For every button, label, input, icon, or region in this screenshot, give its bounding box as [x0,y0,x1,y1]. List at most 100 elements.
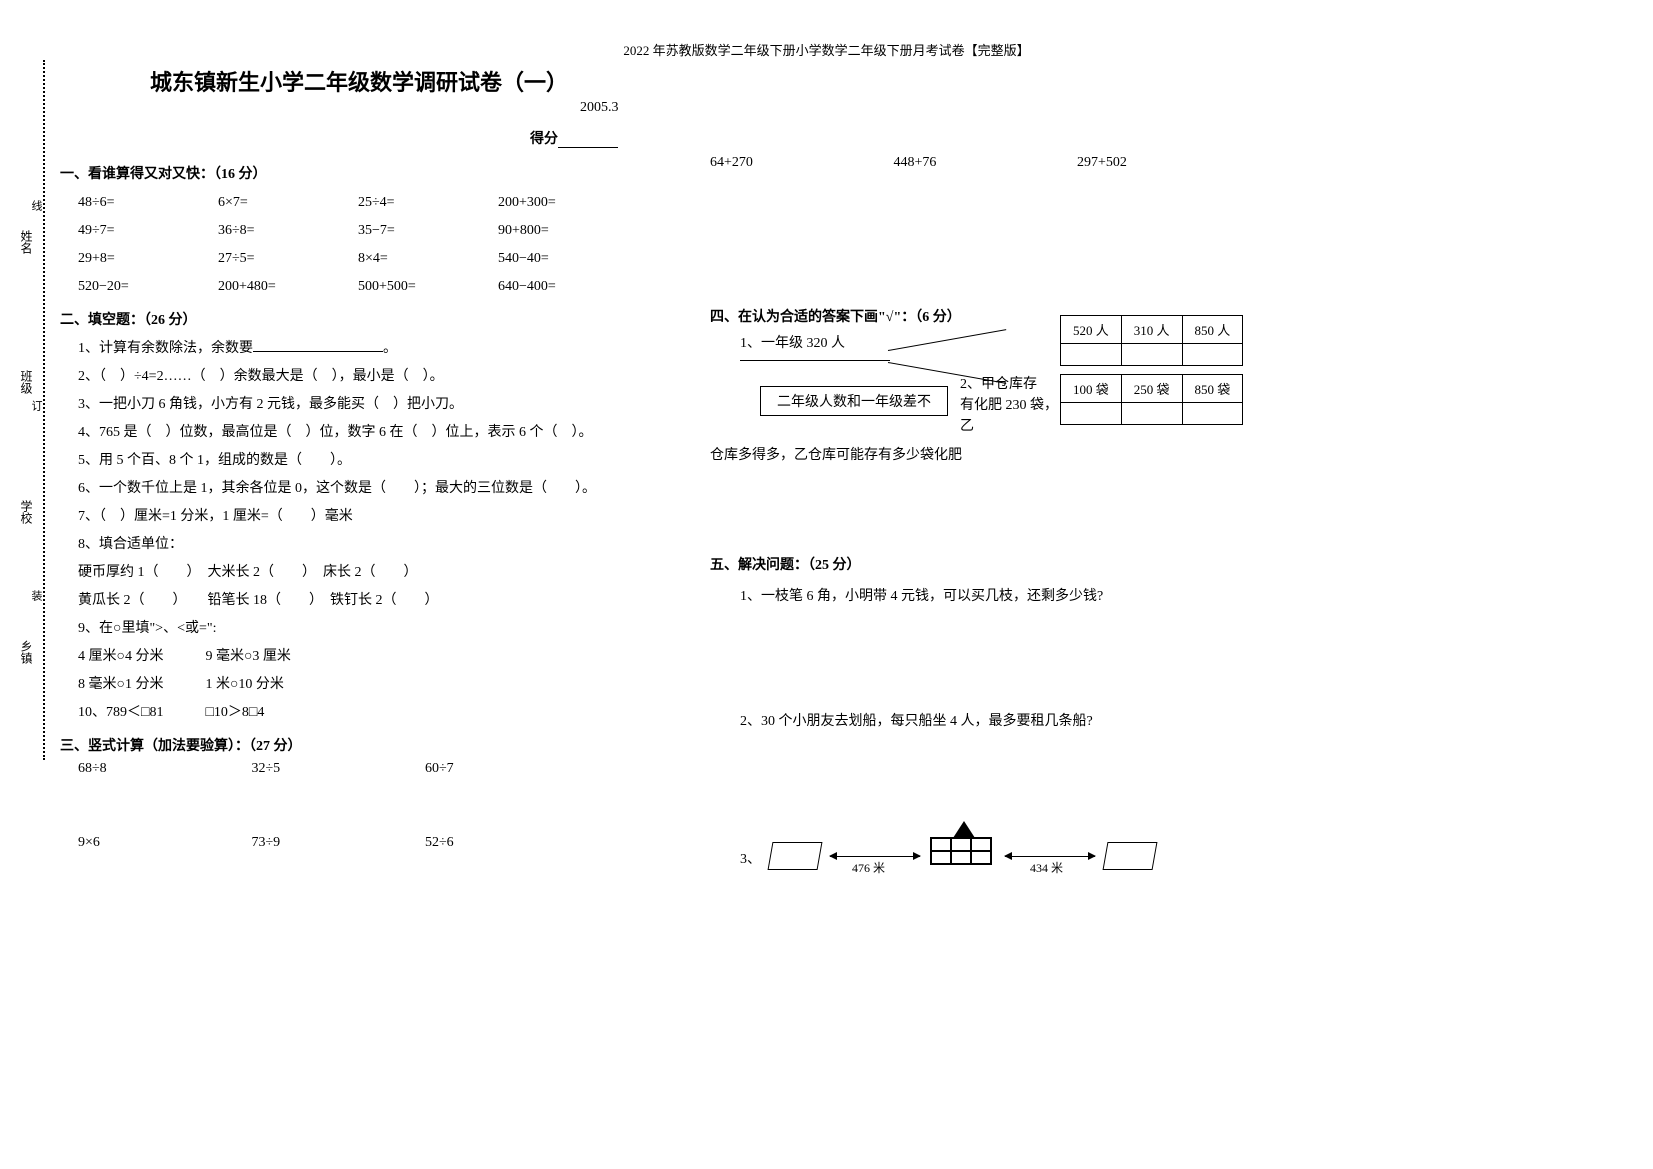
calc-grid: 48÷6=6×7=25÷4=200+300= 49÷7=36÷8=35−7=90… [78,189,680,301]
vertical-calc-row1: 68÷8 32÷5 60÷7 [78,761,680,777]
right-column: 64+270 448+76 297+502 四、在认为合适的答案下画"√"：（6… [710,155,1630,894]
score-text: 得分 [530,132,558,147]
opt-cell: 310 人 [1121,316,1182,344]
house-icon [1103,842,1158,870]
fill-item: 2、（ ）÷4=2……（ ）余数最大是（ ），最小是（ ）。 [78,363,680,391]
binding-school-label: 学校 [18,500,35,524]
fill-item: 1、计算有余数除法，余数要 。 [78,335,680,363]
roof-icon [953,821,975,838]
calc-cell: 500+500= [358,273,498,301]
fill-item: 5、用 5 个百、8 个 1，组成的数是（ ）。 [78,447,680,475]
option-table-1: 520 人 310 人 850 人 [1060,315,1243,366]
vertical-calc-row2: 9×6 73÷9 52÷6 [78,835,595,851]
score-label: 得分 [530,128,618,148]
dist2-label: 434 米 [1030,859,1063,876]
binding-zhuang: 装 [28,590,44,601]
blank [253,338,383,352]
option-table-2: 100 袋 250 袋 850 袋 [1060,374,1243,425]
fill-item: 硬币厚约 1（ ） 大米长 2（ ） 床长 2（ ） [78,559,680,587]
vcalc-item: 60÷7 [425,761,595,777]
fill-item: 8 毫米○1 分米 1 米○10 分米 [78,671,680,699]
calc-row: 48÷6=6×7=25÷4=200+300= [78,189,680,217]
fill-item: 黄瓜长 2（ ） 铅笔长 18（ ） 铁钉长 2（ ） [78,587,680,615]
dist1-label: 476 米 [852,859,885,876]
calc-cell: 200+480= [218,273,358,301]
opt-cell [1061,403,1122,425]
calc-cell: 48÷6= [78,189,218,217]
opt-cell [1121,403,1182,425]
opt-cell [1182,403,1243,425]
calc-row: 520−20=200+480=500+500=640−400= [78,273,680,301]
binding-class-label: 班级 [18,370,35,394]
arrow [1005,856,1095,857]
fill-item: 10、789＜□81 □10＞8□4 [78,699,680,727]
vcalc-item: 297+502 [1077,155,1257,171]
binding-name-label: 姓名 [18,230,35,254]
diagram-line [740,360,890,361]
fill-item: 6、一个数千位上是 1，其余各位是 0，这个数是（ ）；最大的三位数是（ ）。 [78,475,680,503]
q5-2: 2、30 个小朋友去划船，每只船坐 4 人，最多要租几条船? [740,709,1630,734]
gap [710,609,1630,699]
page-title: 城东镇新生小学二年级数学调研试卷（一） [150,65,568,97]
q4-2-tail: 仓库多得多，乙仓库可能存有多少袋化肥 [710,444,1630,464]
section5: 五、解决问题：（25 分） 1、一枝笔 6 角，小明带 4 元钱，可以买几枝，还… [710,554,1630,894]
section2-heading: 二、填空题：（26 分） [60,309,680,329]
score-blank [558,134,618,148]
calc-row: 49÷7=36÷8=35−7=90+800= [78,217,680,245]
binding-ding: 订 [28,400,44,411]
vertical-calc-right: 64+270 448+76 297+502 [710,155,1630,171]
table-row: 100 袋 250 袋 850 袋 [1061,375,1243,403]
opt-cell: 520 人 [1061,316,1122,344]
q5-3-diagram: 3、 476 米 434 米 [740,834,1630,894]
side-a: 2、甲仓库存 [960,377,1037,392]
calc-cell: 35−7= [358,217,498,245]
table-row [1061,403,1243,425]
calc-cell: 49÷7= [78,217,218,245]
binding-town-label: 乡镇 [18,640,35,664]
calc-cell: 640−400= [498,273,638,301]
fill-list: 1、计算有余数除法，余数要 。 2、（ ）÷4=2……（ ）余数最大是（ ），最小… [78,335,680,727]
opt-cell: 100 袋 [1061,375,1122,403]
q4-box: 二年级人数和一年级差不 [760,386,948,416]
table-row [1061,344,1243,366]
fill-item: 3、一把小刀 6 角钱，小方有 2 元钱，最多能买（ ）把小刀。 [78,391,680,419]
opt-cell: 850 袋 [1182,375,1243,403]
fill-item: 9、在○里填">、<或=": [78,615,680,643]
vcalc-item: 52÷6 [425,835,595,851]
house-icon [768,842,823,870]
vcalc-item: 64+270 [710,155,890,171]
header-note: 2022 年苏教版数学二年级下册小学数学二年级下册月考试卷【完整版】 [623,40,1029,59]
q5-1: 1、一枝笔 6 角，小明带 4 元钱，可以买几枝，还剩多少钱? [740,584,1630,609]
vcalc-item: 448+76 [894,155,1074,171]
vcalc-item: 73÷9 [252,835,422,851]
vcalc-item: 68÷8 [78,761,248,777]
fill-text: 1、计算有余数除法，余数要 [78,341,253,356]
calc-cell: 36÷8= [218,217,358,245]
fill-item: 4、765 是（ ）位数，最高位是（ ）位，数字 6 在（ ）位上，表示 6 个… [78,419,680,447]
opt-cell: 250 袋 [1121,375,1182,403]
fill-item: 8、填合适单位： [78,531,680,559]
opt-cell [1061,344,1122,366]
calc-cell: 25÷4= [358,189,498,217]
q5-3-label: 3、 [740,848,761,868]
calc-cell: 29+8= [78,245,218,273]
opt-cell [1121,344,1182,366]
left-column: 一、看谁算得又对又快：（16 分） 48÷6=6×7=25÷4=200+300=… [60,155,680,777]
opt-cell [1182,344,1243,366]
calc-row: 29+8=27÷5=8×4=540−40= [78,245,680,273]
calc-cell: 520−20= [78,273,218,301]
fill-suffix: 。 [383,341,397,356]
date: 2005.3 [580,100,619,116]
calc-cell: 200+300= [498,189,638,217]
arrow [830,856,920,857]
table-row: 520 人 310 人 850 人 [1061,316,1243,344]
fill-item: 4 厘米○4 分米 9 毫米○3 厘米 [78,643,680,671]
calc-cell: 6×7= [218,189,358,217]
vcalc-item: 32÷5 [252,761,422,777]
q4-side-label: 2、甲仓库存 有化肥 230 袋，乙 [960,374,1070,437]
calc-cell: 90+800= [498,217,638,245]
section5-heading: 五、解决问题：（25 分） [710,554,1630,574]
calc-cell: 27÷5= [218,245,358,273]
building-icon [930,837,992,865]
binding-xian: 线 [28,200,44,211]
